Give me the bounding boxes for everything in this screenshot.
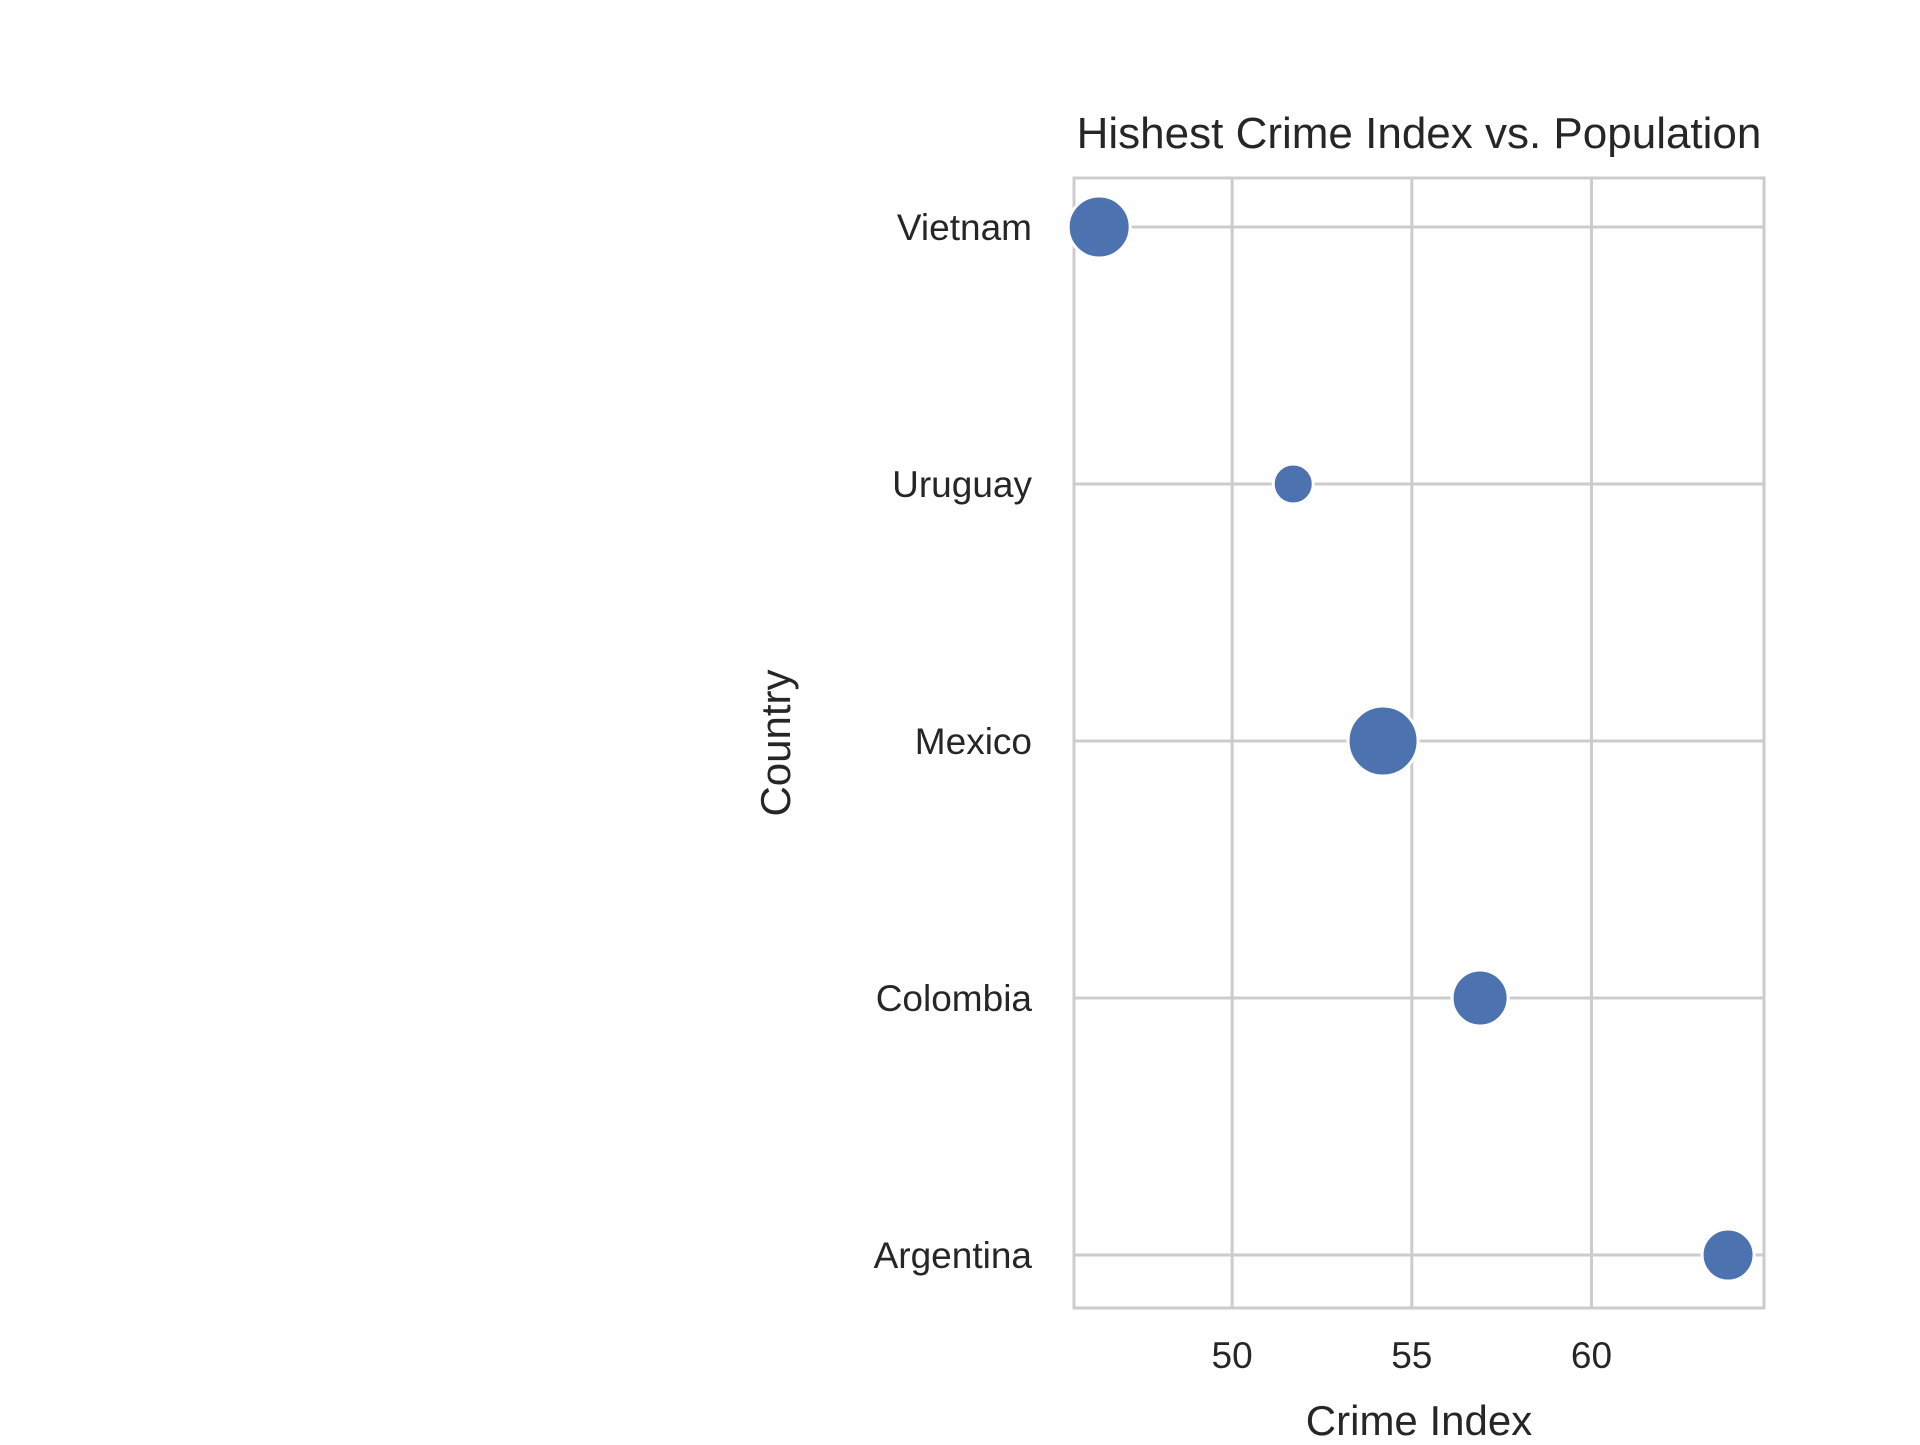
chart-title: Hishest Crime Index vs. Population bbox=[1077, 109, 1762, 158]
y-tick-label: Argentina bbox=[874, 1235, 1033, 1276]
plot-frame bbox=[1072, 176, 1766, 1310]
tick-layer: 50 55 60 Vietnam Uruguay Mexico Colombia Argent… bbox=[874, 207, 1612, 1376]
y-tick-label: Colombia bbox=[876, 978, 1033, 1019]
marker-layer bbox=[1066, 194, 1756, 1283]
data-point bbox=[1450, 968, 1510, 1028]
x-tick-label: 55 bbox=[1391, 1335, 1432, 1376]
y-tick-label: Mexico bbox=[915, 721, 1032, 762]
data-point bbox=[1700, 1227, 1756, 1283]
data-point bbox=[1066, 194, 1132, 260]
y-axis-label: Country bbox=[752, 669, 799, 816]
x-tick-label: 60 bbox=[1571, 1335, 1612, 1376]
x-axis-label: Crime Index bbox=[1306, 1397, 1532, 1440]
x-tick-label: 50 bbox=[1212, 1335, 1253, 1376]
y-tick-label: Vietnam bbox=[897, 207, 1032, 248]
y-tick-label: Uruguay bbox=[892, 464, 1032, 505]
data-point bbox=[1346, 704, 1420, 778]
data-point bbox=[1271, 462, 1315, 506]
